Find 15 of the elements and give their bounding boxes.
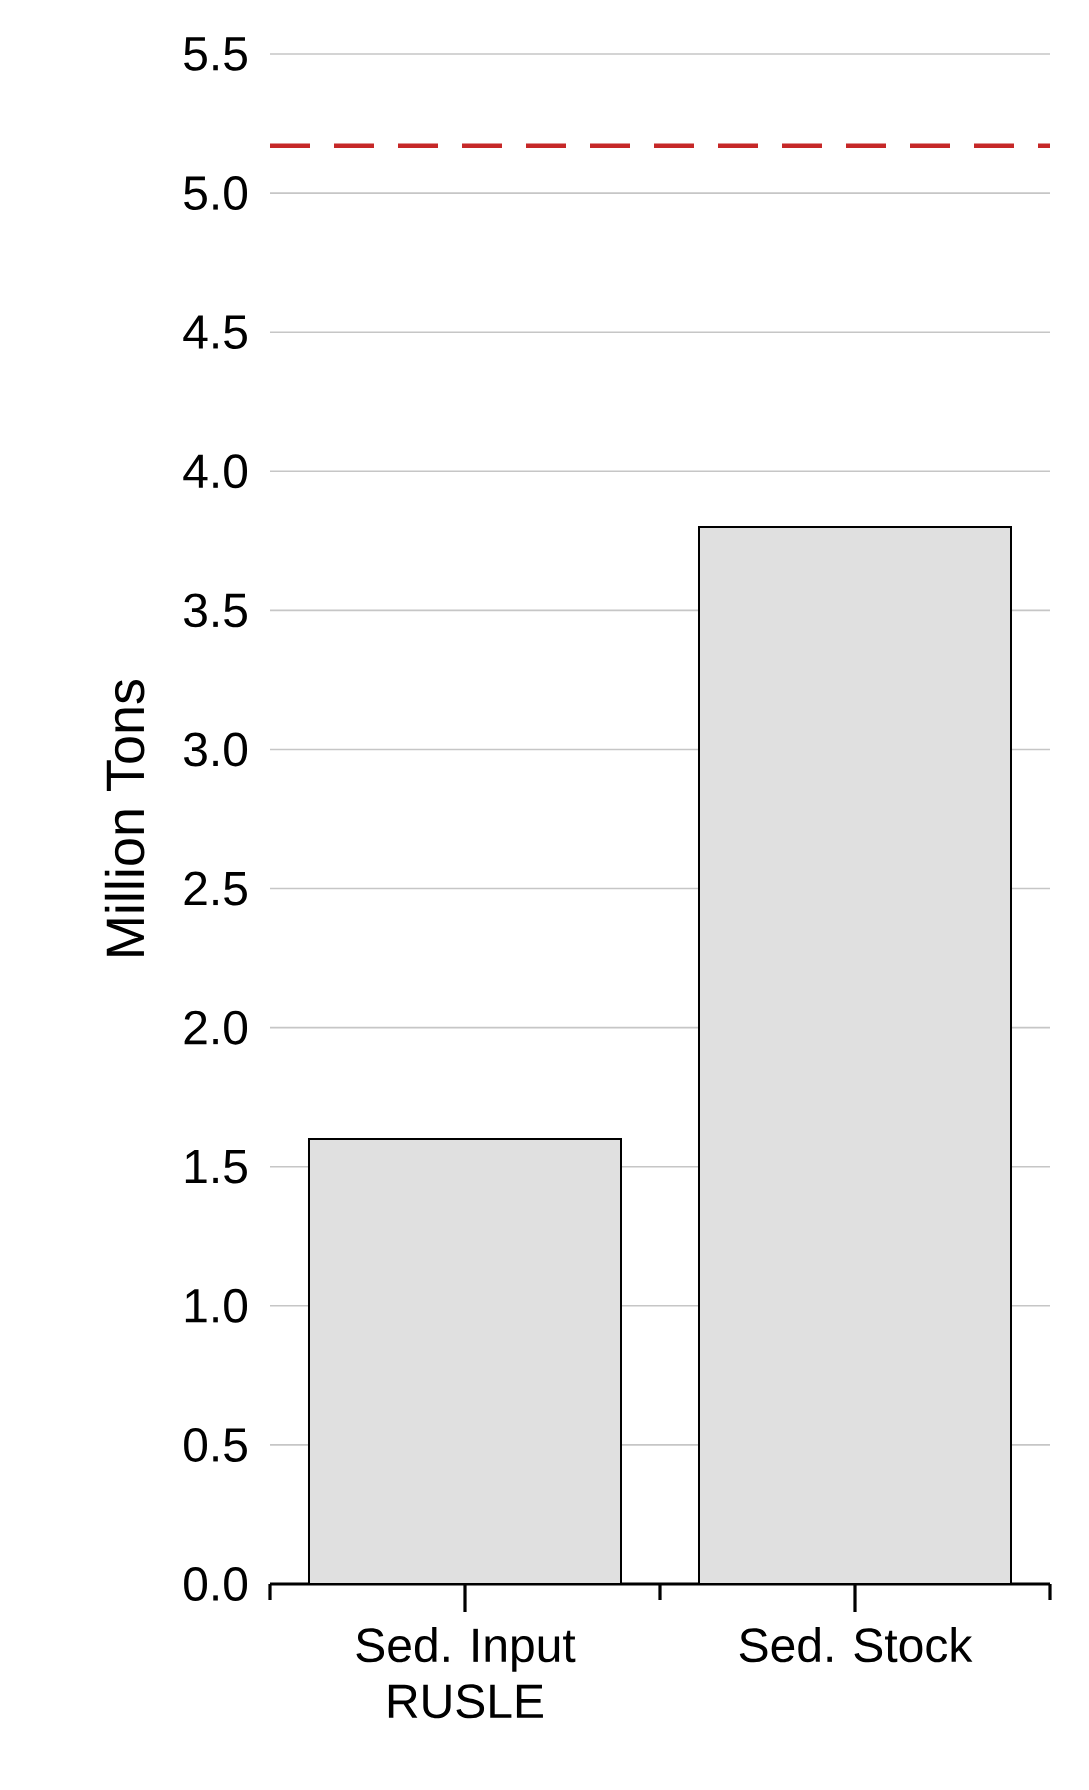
y-tick-label: 3.0: [184, 732, 248, 767]
y-tick-label: 0.5: [184, 1427, 247, 1462]
y-tick-label: 4.0: [183, 454, 248, 489]
y-tick-label: 4.5: [183, 315, 247, 349]
y-tick-label: 3.5: [184, 593, 247, 628]
y-tick-label: 0.0: [184, 1567, 248, 1601]
y-tick-label: 2.5: [184, 871, 247, 906]
y-tick-label: 1.5: [185, 1149, 247, 1184]
x-tick-label: Sed. Input RUSLE: [356, 1627, 576, 1719]
y-axis-title: Million Tons: [104, 679, 145, 956]
y-tick-label: 5.0: [184, 176, 248, 211]
y-tick-label: 5.5: [184, 37, 247, 71]
y-tick-label: 2.0: [184, 1010, 248, 1045]
y-tick-label: 1.0: [185, 1288, 248, 1323]
x-tick-label: Sed. Stock: [739, 1627, 973, 1663]
